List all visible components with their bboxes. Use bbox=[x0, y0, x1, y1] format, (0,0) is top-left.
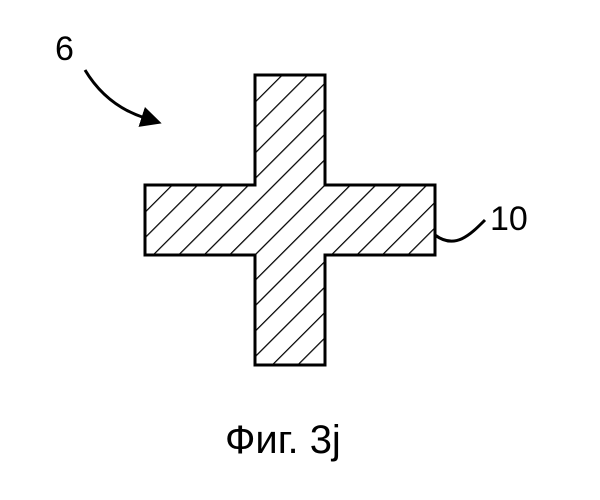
ref-label-6: 6 bbox=[55, 30, 74, 69]
cross-shape bbox=[145, 75, 435, 365]
leader-ref6 bbox=[85, 70, 145, 118]
leader-ref10 bbox=[435, 220, 485, 241]
patent-figure: 6 10 Фиг. 3j bbox=[0, 0, 600, 500]
ref-label-10: 10 bbox=[490, 200, 528, 239]
figure-caption: Фиг. 3j bbox=[225, 418, 341, 463]
